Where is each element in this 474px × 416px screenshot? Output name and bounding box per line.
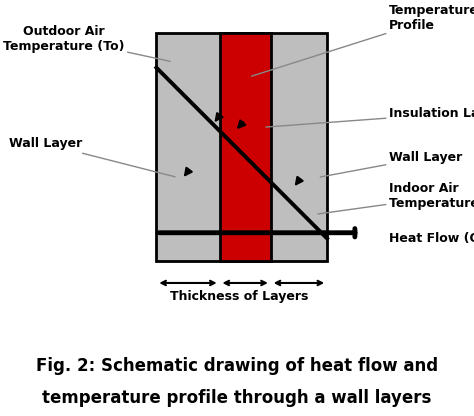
Bar: [219, 33, 271, 261]
Text: Indoor Air
Temperature (Ti): Indoor Air Temperature (Ti): [318, 182, 474, 214]
Text: Temperature
Profile: Temperature Profile: [252, 5, 474, 76]
Text: Wall Layer: Wall Layer: [9, 138, 175, 177]
Text: Insulation Layer: Insulation Layer: [266, 107, 474, 127]
Text: Outdoor Air
Temperature (To): Outdoor Air Temperature (To): [3, 25, 170, 62]
Text: Wall Layer: Wall Layer: [320, 151, 462, 177]
Text: temperature profile through a wall layers: temperature profile through a wall layer…: [42, 389, 432, 407]
Text: Fig. 2: Schematic drawing of heat flow and: Fig. 2: Schematic drawing of heat flow a…: [36, 357, 438, 375]
Text: Thickness of Layers: Thickness of Layers: [170, 290, 309, 303]
Text: Heat Flow (Q): Heat Flow (Q): [389, 231, 474, 244]
Bar: [156, 33, 327, 261]
